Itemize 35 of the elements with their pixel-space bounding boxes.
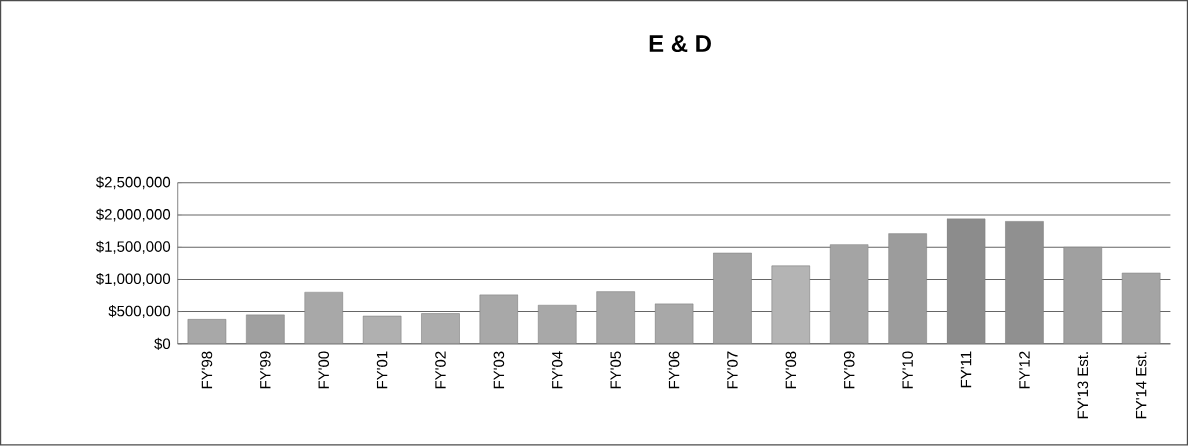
bar	[713, 252, 752, 345]
bar	[421, 313, 460, 345]
bar	[1005, 221, 1044, 345]
x-tick-label: FY'11	[960, 351, 972, 388]
bar	[829, 244, 869, 345]
bar	[362, 316, 402, 345]
y-tick-label: $2,500,000	[95, 176, 171, 190]
x-tick-label: FY'07	[727, 351, 738, 389]
x-tick-label: FY'98	[201, 351, 213, 389]
x-tick-label: FY'04	[551, 351, 563, 389]
y-tick-label: $1,500,000	[95, 240, 171, 254]
x-tick-label: FY'14 Est.	[1135, 352, 1147, 419]
chart-title: E & D	[649, 35, 711, 53]
x-tick-label: FY'06	[668, 351, 680, 389]
x-tick-label: FY'08	[785, 351, 797, 389]
x-tick-label: FY'05	[610, 351, 621, 389]
y-tick-label: $500,000	[108, 305, 171, 319]
x-tick-label: FY'03	[493, 351, 505, 389]
x-tick-label: FY'01	[376, 351, 388, 389]
x-tick-label: FY'12	[1019, 351, 1030, 389]
bar	[1063, 247, 1103, 345]
x-tick-label: FY'02	[435, 351, 446, 389]
y-tick-label: $0	[154, 338, 171, 351]
x-tick-label: FY'00	[318, 351, 330, 389]
bar	[479, 294, 519, 345]
y-tick-label: $1,000,000	[95, 273, 171, 287]
x-tick-label: FY'13 Est.	[1077, 352, 1089, 419]
bar	[654, 303, 694, 345]
x-tick-label: FY'10	[902, 351, 913, 389]
y-tick-label: $2,000,000	[95, 208, 171, 222]
x-tick-label: FY'09	[843, 351, 855, 389]
bar	[1121, 272, 1161, 345]
bar	[946, 218, 986, 345]
bar	[771, 265, 811, 345]
x-tick-label: FY'99	[260, 351, 271, 389]
